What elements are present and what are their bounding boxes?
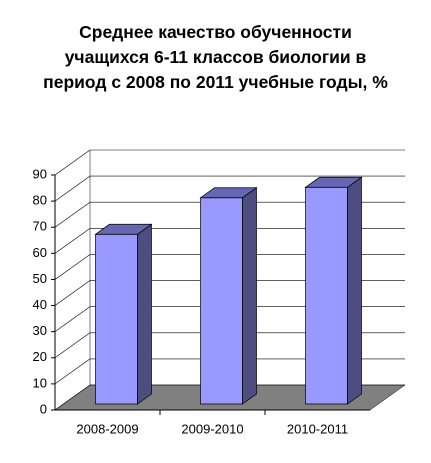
bar-side (242, 187, 257, 405)
y-tick-label: 10 (33, 375, 47, 390)
y-tick-label: 80 (33, 193, 47, 208)
grid-line (54, 175, 91, 202)
y-tick-label: 20 (33, 349, 47, 364)
grid-line (54, 384, 91, 411)
bar-side (347, 176, 362, 405)
y-tick-label: 30 (33, 323, 47, 338)
grid-line (54, 306, 91, 332)
y-tick-label: 0 (40, 401, 47, 416)
y-tick-label: 50 (33, 271, 47, 286)
y-tick-label: 60 (33, 245, 47, 260)
bar-side (137, 223, 152, 405)
grid-line (54, 358, 91, 385)
y-tick-label: 90 (33, 166, 47, 181)
grid-line (54, 280, 91, 306)
grid-line (54, 332, 91, 359)
bar-front (95, 233, 138, 405)
grid-line (54, 228, 91, 254)
bar (304, 176, 363, 405)
bar-top (199, 187, 258, 199)
x-tick-label: 2008-2009 (76, 421, 138, 436)
grid-line (54, 201, 91, 228)
y-tick-label: 40 (33, 297, 47, 312)
chart-title: Среднее качество обученности учащихся 6-… (43, 22, 388, 92)
bar (199, 187, 258, 405)
grid-line (54, 254, 91, 280)
x-tick-label: 2009-2010 (181, 421, 243, 436)
bar-front (200, 197, 243, 405)
y-tick-label: 70 (33, 219, 47, 234)
bar-top (304, 176, 363, 188)
bar-front (305, 186, 348, 405)
grid-line (54, 149, 91, 176)
x-tick-label: 2010-2011 (287, 421, 348, 436)
bar-top (94, 223, 153, 235)
bar (94, 223, 153, 405)
